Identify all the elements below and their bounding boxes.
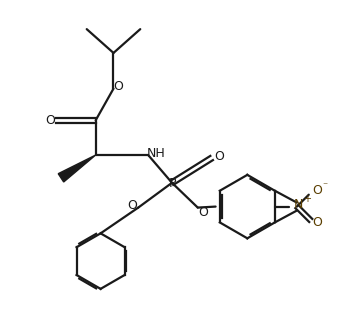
Polygon shape	[58, 155, 96, 182]
Text: O: O	[312, 184, 322, 197]
Text: O: O	[127, 199, 137, 212]
Text: ⁻: ⁻	[322, 181, 327, 191]
Text: NH: NH	[147, 146, 165, 160]
Text: P: P	[169, 177, 177, 190]
Text: O: O	[312, 216, 322, 229]
Text: O: O	[215, 150, 224, 162]
Text: N: N	[294, 198, 303, 211]
Text: O: O	[198, 206, 208, 219]
Text: O: O	[114, 80, 123, 93]
Text: O: O	[45, 114, 55, 127]
Text: +: +	[303, 194, 311, 204]
